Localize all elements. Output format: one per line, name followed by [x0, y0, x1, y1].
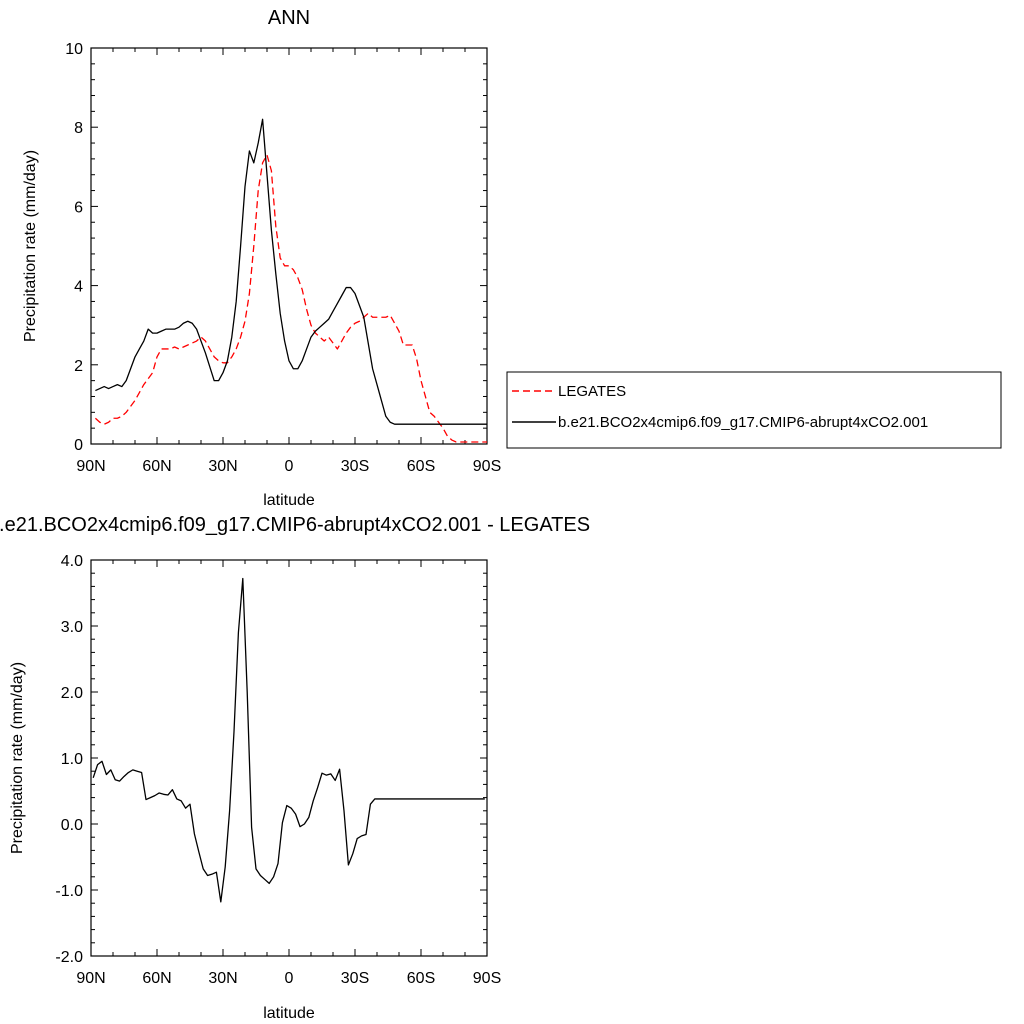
bottom-x-tick-label: 60N	[142, 970, 171, 987]
top-x-tick-label: 30S	[341, 458, 369, 475]
top-x-axis-label: latitude	[263, 492, 315, 509]
bottom-y-tick-label: 1.0	[61, 751, 83, 768]
bottom-x-axis-label: latitude	[263, 1005, 315, 1022]
bottom-x-tick-label: 90S	[473, 970, 501, 987]
bottom-y-axis: -2.0 -1.0 0.0 1.0 2.0 3.0 4.0	[55, 553, 487, 966]
top-x-tick-label: 30N	[208, 458, 237, 475]
top-plot-frame	[90, 47, 488, 445]
bottom-x-tick-label: 0	[285, 970, 294, 987]
bottom-x-tick-label: 30S	[341, 970, 369, 987]
top-x-axis: 90N 60N 30N 0 30S 60S 90S	[76, 48, 501, 475]
bottom-y-tick-label: -2.0	[55, 949, 83, 966]
bottom-chart-title: b.e21.BCO2x4cmip6.f09_g17.CMIP6-abrupt4x…	[0, 514, 590, 536]
bottom-y-tick-label: 4.0	[61, 553, 83, 570]
bottom-plot-frame	[90, 559, 488, 957]
top-y-tick-label: 10	[65, 41, 83, 58]
bottom-y-tick-label: -1.0	[55, 883, 83, 900]
top-y-tick-label: 6	[74, 199, 83, 216]
top-series-lines	[94, 118, 487, 443]
bottom-series-line-0	[92, 577, 485, 903]
bottom-y-tick-label: 3.0	[61, 619, 83, 636]
top-y-tick-label: 0	[74, 437, 83, 454]
legend: LEGATES b.e21.BCO2x4cmip6.f09_g17.CMIP6-…	[506, 371, 1002, 449]
bottom-y-tick-label: 2.0	[61, 685, 83, 702]
top-y-axis: 0 2 4 6 8 10	[65, 41, 487, 454]
bottom-chart-panel: b.e21.BCO2x4cmip6.f09_g17.CMIP6-abrupt4x…	[0, 514, 590, 1022]
top-x-tick-label: 60N	[142, 458, 171, 475]
legend-frame	[506, 371, 1002, 449]
bottom-x-axis: 90N 60N 30N 0 30S 60S 90S	[76, 560, 501, 987]
top-y-tick-label: 2	[74, 358, 83, 375]
top-x-tick-label: 90S	[473, 458, 501, 475]
bottom-series-lines	[92, 577, 485, 903]
top-series-line-1	[95, 118, 487, 425]
top-x-tick-label: 0	[285, 458, 294, 475]
bottom-x-tick-label: 30N	[208, 970, 237, 987]
top-y-axis-label: Precipitation rate (mm/day)	[22, 150, 39, 342]
bottom-x-tick-label: 90N	[76, 970, 105, 987]
legend-label-legates: LEGATES	[558, 383, 626, 400]
top-x-tick-label: 60S	[407, 458, 435, 475]
top-chart-title: ANN	[268, 7, 310, 29]
top-chart-panel: ANN 0 2 4 6 8 10 90N 60N 30N 0 30S 60S 90S latitude…	[22, 7, 501, 509]
top-y-tick-label: 8	[74, 120, 83, 137]
top-x-tick-label: 90N	[76, 458, 105, 475]
top-y-tick-label: 4	[74, 279, 83, 296]
top-series-line-0	[94, 154, 487, 443]
bottom-y-axis-label: Precipitation rate (mm/day)	[9, 662, 26, 854]
bottom-x-tick-label: 60S	[407, 970, 435, 987]
legend-label-model: b.e21.BCO2x4cmip6.f09_g17.CMIP6-abrupt4x…	[558, 414, 928, 431]
bottom-y-tick-label: 0.0	[61, 817, 83, 834]
